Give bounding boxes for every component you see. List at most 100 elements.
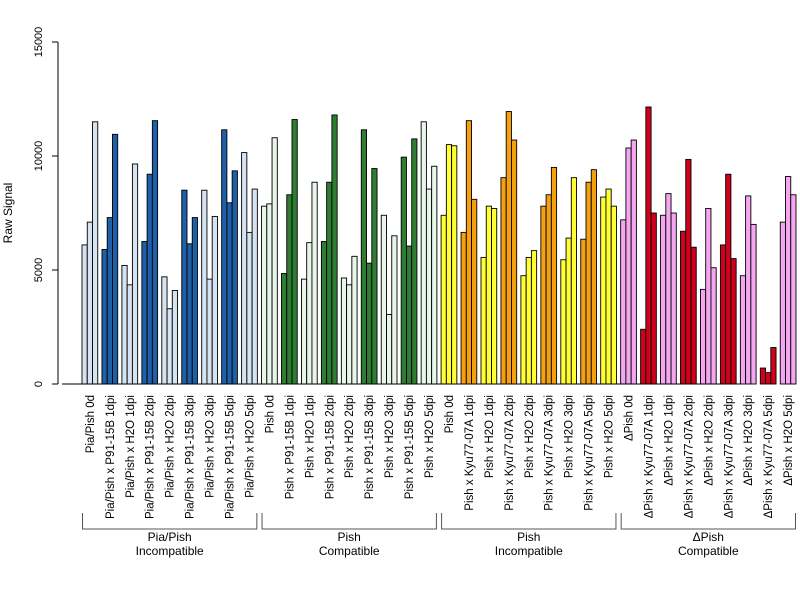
x-tick-label: Pish x P91-15B 3dpi [364,395,376,499]
x-tick-label: Pia/Pish x H2O 2dpi [165,395,177,498]
bars-layer [81,106,797,385]
bar [645,106,652,385]
bar [719,244,727,385]
x-tick-label: ΔPish x Kyu77-07A 1dpi [644,395,656,518]
bar [670,212,677,385]
bar [550,166,558,385]
bar [560,259,567,385]
bar [705,207,712,385]
group-bracket [82,513,258,530]
bar [206,278,213,385]
x-tick-label: Pia/Pish x H2O 1dpi [125,395,137,498]
bar [460,231,467,385]
bar [505,111,512,385]
x-tick-label: Pia/Pish x P91-15B 5dpi [225,395,237,519]
bar [525,257,532,385]
bar [765,372,772,385]
x-tick-label: Pish x H2O 2dpi [524,395,536,478]
bar [600,196,607,385]
bar [545,194,552,385]
x-tick-label: Pia/Pish x P91-15B 3dpi [185,395,197,519]
bar [480,257,487,385]
x-tick-label: Pish x H2O 2dpi [344,395,356,478]
bar [171,290,179,385]
x-tick-label: ΔPish x H2O 2dpi [703,395,715,486]
y-tick-label: 15000 [33,27,45,58]
group-bracket [261,513,437,530]
group-brackets: Pia/PishIncompatiblePishCompatiblePishIn… [82,513,796,558]
bar [351,255,358,385]
bar [500,177,507,385]
bar [620,219,627,385]
bar [451,145,458,385]
bar [406,245,413,385]
bar [580,238,587,385]
bar [511,139,518,385]
x-category-labels: Pia/Pish 0d Pia/Pish x P91-15B 1dpi Pia/Pi… [85,395,795,519]
bar [570,177,577,385]
x-tick-label: Pish x H2O 5dpi [424,395,436,478]
bar [386,314,393,385]
bar [106,217,113,385]
x-tick-label: Pish x Kyu77-07A 3dpi [544,395,556,511]
bar [266,203,273,385]
group-label-line1: Pish [517,530,540,544]
group-label-line2: Incompatible [495,544,563,558]
group-label-line2: Compatible [319,544,380,558]
group-label-line1: ΔPish [693,530,724,544]
x-tick-label: Pish x H2O 1dpi [484,395,496,478]
x-tick-label: ΔPish x Kyu77-07A 3dpi [723,395,735,518]
bar [121,264,128,385]
y-tick-label: 10000 [33,141,45,172]
bar [745,195,752,385]
bar [86,221,93,385]
x-tick-label: ΔPish x Kyu77-07A 2dpi [683,395,695,518]
bar [320,241,328,385]
bar [391,235,398,385]
y-axis-title: Raw Signal [1,183,15,244]
x-tick-label: Pish x Kyu77-07A 2dpi [504,395,516,511]
bar [186,243,193,385]
bar [685,158,692,385]
x-tick-label: Pish x P91-15B 2dpi [324,395,336,499]
bar [445,144,453,385]
bar [181,189,188,385]
x-tick-label: ΔPish x H2O 3dpi [743,395,755,486]
bar [520,275,527,385]
x-tick-label: ΔPish 0d [624,395,636,441]
bar [700,288,707,385]
bar [360,129,367,385]
bar [630,139,637,385]
bar [246,231,253,385]
bar [565,237,572,385]
bar [420,121,427,385]
bar [610,205,617,385]
bar [311,181,318,385]
x-tick-label: Pish x Kyu77-07A 5dpi [584,395,596,511]
x-tick-label: Pia/Pish 0d [85,395,97,453]
bar [221,129,228,385]
bar [471,198,478,385]
bar [241,152,248,385]
bar [431,165,438,385]
x-tick-label: Pia/Pish x P91-15B 2dpi [145,395,157,519]
bar [131,163,139,385]
x-tick-label: Pia/Pish x P91-15B 1dpi [105,395,117,519]
y-tick-label: 0 [33,381,45,387]
x-tick-label: Pia/Pish x H2O 5dpi [245,395,257,498]
bar [665,193,672,385]
bar [411,138,418,385]
x-tick-label: Pish x P91-15B 5dpi [404,395,416,499]
bar [400,156,407,385]
x-tick-label: Pish x H2O 3dpi [564,395,576,478]
bar [226,202,233,385]
x-tick-label: Pish 0d [444,395,456,433]
bar [141,241,148,385]
bar [739,275,747,385]
bar [690,246,697,385]
group-label-line1: Pish [338,530,361,544]
bar [271,137,278,385]
group-label-line2: Incompatible [136,544,204,558]
y-tick-label: 5000 [33,258,45,282]
